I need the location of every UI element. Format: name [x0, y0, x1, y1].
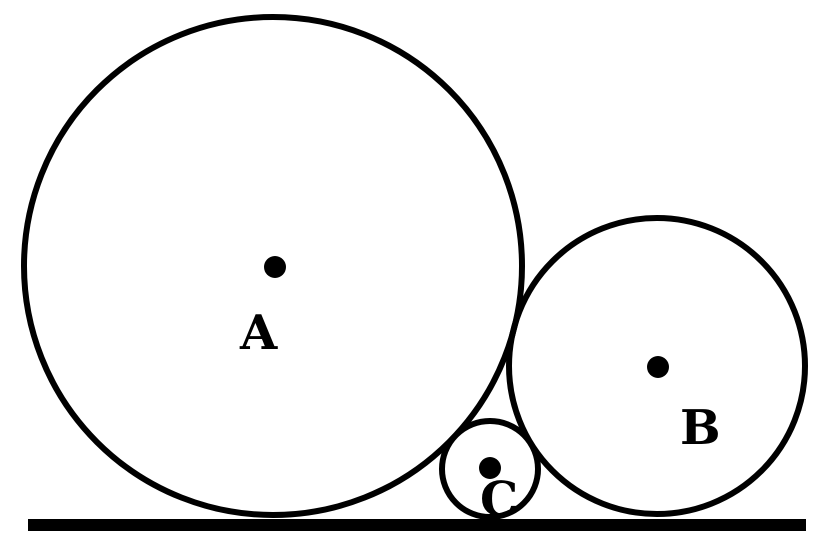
circle-b-label: B	[680, 400, 721, 456]
circle-b-center	[647, 356, 669, 378]
circle-c-center	[479, 457, 501, 479]
circle-a-center	[264, 256, 286, 278]
circle-a-label: A	[239, 305, 278, 361]
circle-a	[21, 14, 525, 518]
circle-c	[439, 418, 541, 520]
circle-b	[506, 215, 808, 517]
circle-c-label: C	[480, 472, 518, 528]
